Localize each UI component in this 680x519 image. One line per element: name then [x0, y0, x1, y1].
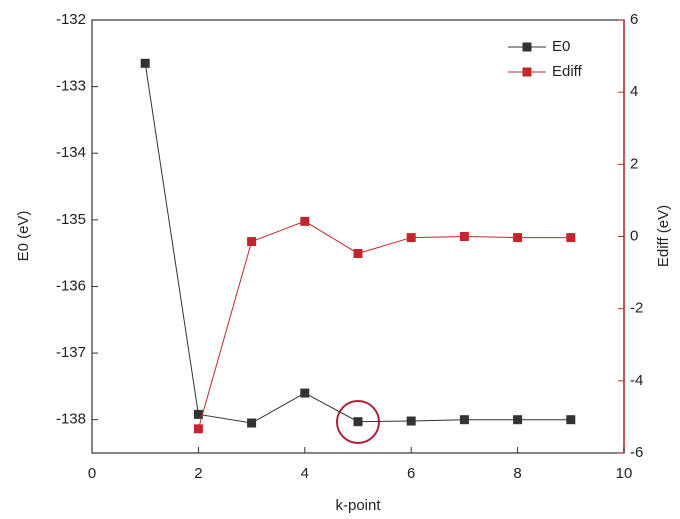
y2-tick-label: 4 — [630, 83, 638, 100]
marker — [247, 237, 256, 246]
marker — [460, 232, 469, 241]
legend-label: E0 — [552, 38, 570, 55]
y-tick-label: -138 — [56, 411, 86, 428]
legend-marker — [523, 68, 532, 77]
y-tick-label: -135 — [56, 211, 86, 228]
y2-tick-label: -4 — [630, 372, 643, 389]
x-axis-title: k-point — [335, 497, 381, 514]
y2-tick-label: -2 — [630, 300, 643, 317]
legend-label: Ediff — [552, 63, 583, 80]
series-line — [145, 63, 571, 423]
marker — [354, 249, 363, 258]
marker — [407, 233, 416, 242]
marker — [354, 417, 363, 426]
y2-tick-label: 0 — [630, 227, 638, 244]
x-tick-label: 10 — [616, 465, 633, 482]
marker — [460, 415, 469, 424]
x-tick-label: 8 — [513, 465, 521, 482]
y-tick-label: -136 — [56, 277, 86, 294]
x-tick-label: 6 — [407, 465, 415, 482]
y2-tick-label: -6 — [630, 444, 643, 461]
x-tick-label: 4 — [301, 465, 309, 482]
marker — [407, 417, 416, 426]
x-tick-label: 0 — [88, 465, 96, 482]
x-tick-label: 2 — [194, 465, 202, 482]
series-line — [198, 221, 570, 428]
y-tick-label: -134 — [56, 144, 86, 161]
chart: k-point E0 (eV) Ediff (eV) 0 2 4 6 8 10 -138 -1… — [0, 0, 680, 519]
y2-tick-label: 2 — [630, 155, 638, 172]
legend-marker — [523, 43, 532, 52]
marker — [300, 389, 309, 398]
y2-axis-title: Ediff (eV) — [655, 205, 672, 267]
y-tick-label: -133 — [56, 78, 86, 95]
marker — [513, 233, 522, 242]
marker — [194, 424, 203, 433]
y-tick-label: -137 — [56, 344, 86, 361]
y-tick-label: -132 — [56, 11, 86, 28]
marker — [513, 415, 522, 424]
y2-tick-label: 6 — [630, 11, 638, 28]
marker — [300, 217, 309, 226]
marker — [247, 419, 256, 428]
marker — [141, 59, 150, 68]
marker — [566, 415, 575, 424]
marker — [566, 233, 575, 242]
y-axis-title: E0 (eV) — [15, 211, 32, 262]
